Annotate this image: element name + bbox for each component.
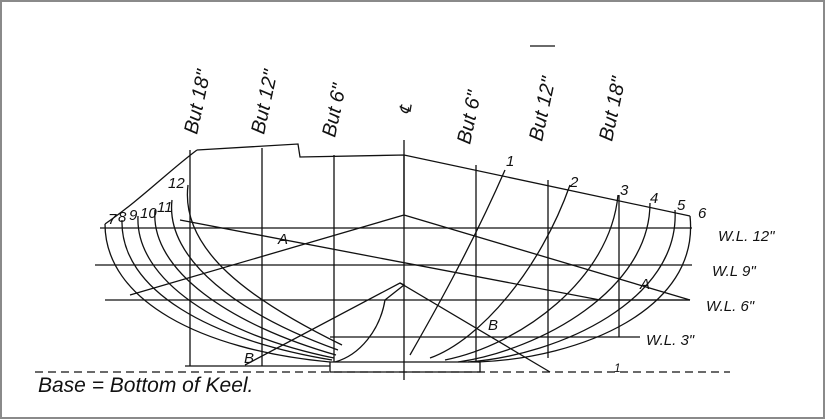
waterline-label: W.L 9" [712, 263, 756, 280]
station-label: 1 [506, 153, 514, 170]
station-label: 7 [108, 211, 117, 228]
grid-lines [35, 45, 730, 380]
station-label: 3 [620, 182, 629, 199]
station-label: 6 [698, 205, 707, 222]
base-note: Base = Bottom of Keel. [38, 374, 253, 397]
waterline-label: W.L. 12" [718, 228, 775, 245]
station-label: 11 [157, 199, 173, 216]
sheer [104, 143, 691, 373]
diagonal-label: B [488, 317, 498, 334]
station-label: 2 [569, 174, 579, 191]
station-label: 10 [140, 205, 157, 222]
station-label: 12 [168, 175, 185, 192]
diagonal-label: B [244, 350, 254, 367]
waterline-label: W.L. 3" [646, 332, 695, 349]
mark-label: 1 [614, 361, 621, 375]
waterline-label: W.L. 6" [706, 298, 755, 315]
station-label: 5 [677, 197, 686, 214]
sections [104, 169, 692, 363]
station-label: 9 [129, 207, 138, 224]
diagonal-label: A [639, 276, 650, 293]
diagonal-label: A [277, 231, 288, 248]
centerline-symbol: ℄ [397, 102, 416, 116]
station-label: 4 [650, 190, 658, 207]
station-label: 8 [118, 209, 127, 226]
